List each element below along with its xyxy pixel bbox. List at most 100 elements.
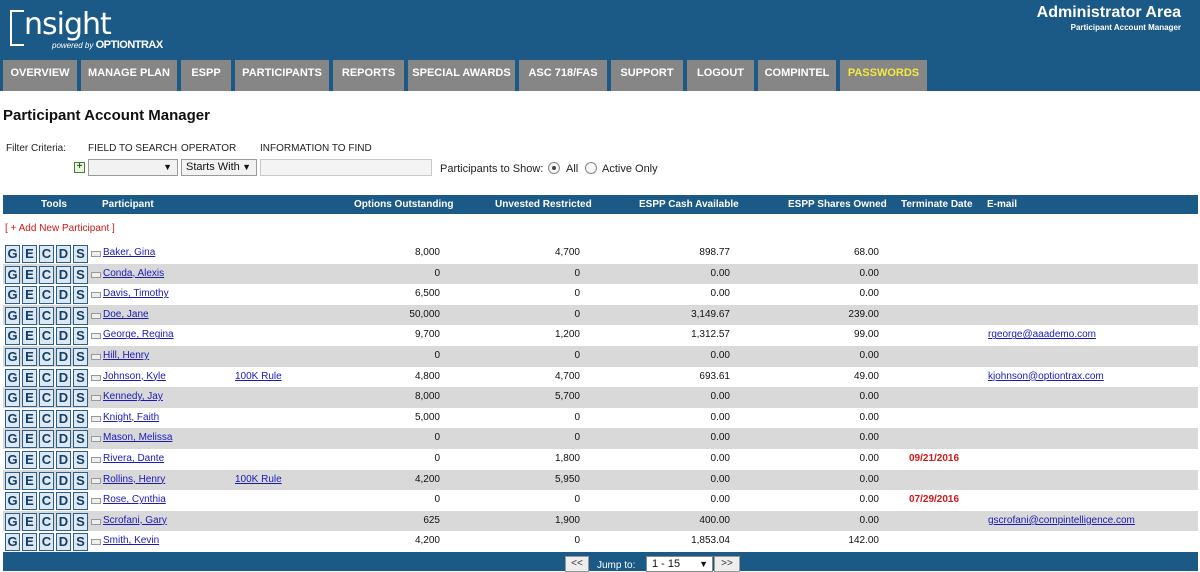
participant-name-link[interactable]: Johnson, Kyle	[103, 370, 166, 382]
row-expand-icon[interactable]	[91, 353, 101, 360]
tool-general-button[interactable]: G	[5, 512, 20, 531]
participant-name-link[interactable]: Davis, Timothy	[103, 288, 169, 300]
tool-delete-button[interactable]: D	[56, 327, 71, 346]
show-all-radio[interactable]	[548, 162, 560, 174]
tool-summary-button[interactable]: S	[73, 389, 88, 408]
tool-general-button[interactable]: G	[5, 533, 20, 552]
tool-contact-button[interactable]: C	[39, 306, 54, 325]
participant-name-link[interactable]: Scrofani, Gary	[103, 514, 167, 526]
tool-contact-button[interactable]: C	[39, 492, 54, 511]
row-expand-icon[interactable]	[91, 374, 101, 381]
tool-summary-button[interactable]: S	[73, 327, 88, 346]
add-filter-icon[interactable]: +	[74, 162, 85, 173]
tool-general-button[interactable]: G	[5, 306, 20, 325]
tool-delete-button[interactable]: D	[56, 265, 71, 284]
tool-general-button[interactable]: G	[5, 368, 20, 387]
tool-contact-button[interactable]: C	[39, 389, 54, 408]
tool-summary-button[interactable]: S	[73, 533, 88, 552]
operator-select[interactable]: Starts With ▼	[181, 159, 257, 176]
tool-delete-button[interactable]: D	[56, 368, 71, 387]
tool-summary-button[interactable]: S	[73, 450, 88, 469]
tool-delete-button[interactable]: D	[56, 409, 71, 428]
nav-tab-support[interactable]: SUPPORT	[611, 60, 683, 91]
tool-summary-button[interactable]: S	[73, 245, 88, 263]
tool-summary-button[interactable]: S	[73, 265, 88, 284]
tool-edit-button[interactable]: E	[22, 368, 37, 387]
tool-edit-button[interactable]: E	[22, 430, 37, 449]
row-expand-icon[interactable]	[91, 539, 101, 546]
header-participant[interactable]: Participant	[102, 199, 154, 210]
tool-general-button[interactable]: G	[5, 265, 20, 284]
tool-summary-button[interactable]: S	[73, 471, 88, 490]
information-to-find-input[interactable]	[260, 159, 432, 176]
tool-edit-button[interactable]: E	[22, 306, 37, 325]
tool-edit-button[interactable]: E	[22, 265, 37, 284]
row-expand-icon[interactable]	[91, 518, 101, 525]
tool-general-button[interactable]: G	[5, 430, 20, 449]
row-expand-icon[interactable]	[91, 456, 101, 463]
tool-summary-button[interactable]: S	[73, 306, 88, 325]
tool-contact-button[interactable]: C	[39, 533, 54, 552]
tool-general-button[interactable]: G	[5, 327, 20, 346]
participant-name-link[interactable]: Baker, Gina	[103, 247, 156, 258]
tool-delete-button[interactable]: D	[56, 389, 71, 408]
nav-tab-manage-plan[interactable]: MANAGE PLAN	[81, 60, 177, 91]
tool-edit-button[interactable]: E	[22, 347, 37, 366]
header-espp-cash-available[interactable]: ESPP Cash Available	[639, 199, 739, 210]
participant-name-link[interactable]: Smith, Kevin	[103, 535, 160, 547]
nav-tab-asc-718[interactable]: ASC 718/FAS	[519, 60, 607, 91]
nav-tab-compintel[interactable]: COMPINTEL	[758, 60, 836, 91]
nav-tab-logout[interactable]: LOGOUT	[687, 60, 754, 91]
nav-tab-special-awards[interactable]: SPECIAL AWARDS	[408, 60, 515, 91]
participant-name-link[interactable]: Rivera, Dante	[103, 452, 165, 464]
tool-edit-button[interactable]: E	[22, 245, 37, 263]
tool-edit-button[interactable]: E	[22, 389, 37, 408]
participant-name-link[interactable]: George, Regina	[103, 329, 174, 341]
tool-general-button[interactable]: G	[5, 389, 20, 408]
show-active-only-radio[interactable]	[585, 162, 597, 174]
tool-edit-button[interactable]: E	[22, 327, 37, 346]
nav-tab-passwords[interactable]: PASSWORDS	[840, 60, 927, 91]
insight-logo[interactable]: nsight powered by OPTIONTRAX	[10, 8, 163, 51]
nav-tab-overview[interactable]: OVERVIEW	[3, 60, 77, 91]
participant-name-link[interactable]: Mason, Melissa	[103, 432, 173, 444]
row-expand-icon[interactable]	[91, 498, 101, 505]
tool-contact-button[interactable]: C	[39, 450, 54, 469]
participant-name-link[interactable]: Rollins, Henry	[103, 473, 166, 485]
tool-delete-button[interactable]: D	[56, 512, 71, 531]
tool-summary-button[interactable]: S	[73, 409, 88, 428]
row-expand-icon[interactable]	[91, 312, 101, 319]
tool-delete-button[interactable]: D	[56, 286, 71, 305]
tool-contact-button[interactable]: C	[39, 512, 54, 531]
header-terminate-date[interactable]: Terminate Date	[901, 199, 973, 210]
rule-link[interactable]: 100K Rule	[235, 370, 282, 382]
field-to-search-select[interactable]: ▼	[88, 159, 178, 176]
tool-general-button[interactable]: G	[5, 450, 20, 469]
email-link[interactable]: gscrofani@compintelligence.com	[988, 514, 1135, 526]
tool-delete-button[interactable]: D	[56, 450, 71, 469]
row-expand-icon[interactable]	[91, 292, 101, 299]
row-expand-icon[interactable]	[91, 415, 101, 422]
tool-delete-button[interactable]: D	[56, 533, 71, 552]
tool-delete-button[interactable]: D	[56, 347, 71, 366]
header-options-outstanding[interactable]: Options Outstanding	[354, 199, 454, 210]
tool-contact-button[interactable]: C	[39, 409, 54, 428]
tool-edit-button[interactable]: E	[22, 533, 37, 552]
email-link[interactable]: rgeorge@aaademo.com	[988, 329, 1096, 341]
tool-contact-button[interactable]: C	[39, 286, 54, 305]
tool-summary-button[interactable]: S	[73, 286, 88, 305]
row-expand-icon[interactable]	[91, 436, 101, 443]
tool-delete-button[interactable]: D	[56, 430, 71, 449]
tool-edit-button[interactable]: E	[22, 512, 37, 531]
participant-name-link[interactable]: Conda, Alexis	[103, 267, 165, 279]
tool-summary-button[interactable]: S	[73, 368, 88, 387]
next-page-button[interactable]: >>	[714, 556, 740, 572]
tool-contact-button[interactable]: C	[39, 368, 54, 387]
tool-general-button[interactable]: G	[5, 471, 20, 490]
tool-edit-button[interactable]: E	[22, 409, 37, 428]
tool-delete-button[interactable]: D	[56, 306, 71, 325]
tool-delete-button[interactable]: D	[56, 245, 71, 263]
header-espp-shares-owned[interactable]: ESPP Shares Owned	[788, 199, 887, 210]
tool-contact-button[interactable]: C	[39, 265, 54, 284]
prev-page-button[interactable]: <<	[565, 556, 589, 572]
